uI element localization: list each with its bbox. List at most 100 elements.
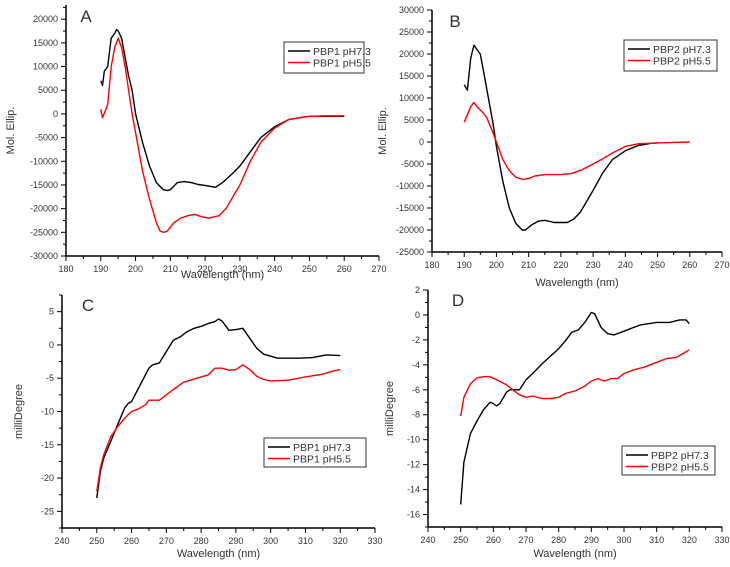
series-line-pbp1-ph5-5 xyxy=(100,37,345,233)
y-tick-label: 5 xyxy=(49,307,54,317)
panel-label: D xyxy=(452,291,464,310)
x-tick-label: 270 xyxy=(159,536,174,546)
x-axis-label: Wavelength (nm) xyxy=(535,277,618,289)
series-line-pbp2-ph5-5 xyxy=(463,101,690,181)
legend-box xyxy=(283,41,365,74)
y-tick-label: 25000 xyxy=(399,27,424,37)
x-tick-label: 180 xyxy=(424,260,439,270)
x-tick-label: 280 xyxy=(194,536,209,546)
x-tick-label: 250 xyxy=(302,264,317,274)
y-tick-label: 30000 xyxy=(399,5,424,15)
x-tick-label: 200 xyxy=(489,260,504,270)
x-tick-label: 240 xyxy=(618,260,633,270)
y-tick-label: 10000 xyxy=(399,93,424,103)
y-tick-label: 0 xyxy=(415,310,420,320)
series-line-pbp1-ph5-5 xyxy=(96,364,341,492)
x-tick-label: 240 xyxy=(267,264,282,274)
series-line-pbp1-ph7-3 xyxy=(100,28,345,192)
x-tick-label: 330 xyxy=(367,536,382,546)
y-tick-label: -5 xyxy=(46,373,54,383)
y-tick-label: -10 xyxy=(407,435,420,445)
y-tick-label: -4 xyxy=(412,360,420,370)
x-tick-label: 260 xyxy=(337,264,352,274)
y-tick-label: -25 xyxy=(41,506,54,516)
series-line-pbp2-ph5-5 xyxy=(460,349,690,417)
y-tick-label: -15000 xyxy=(30,180,58,190)
y-tick-label: -5000 xyxy=(35,133,58,143)
y-axis-label: milliDegree xyxy=(384,381,396,436)
panel-d: 240 250 260 270 280 290 300 310 320 330 -16 -14 -12 -… xyxy=(384,285,730,560)
legend-box xyxy=(623,39,718,72)
y-tick-label: -12 xyxy=(407,460,420,470)
x-tick-label: 270 xyxy=(518,535,533,545)
x-tick-label: 260 xyxy=(486,535,501,545)
legend-entry: PBP1 pH7.3 xyxy=(313,46,371,58)
y-tick-label: -16 xyxy=(407,510,420,520)
series-line-pbp1-ph7-3 xyxy=(96,318,341,499)
y-tick-label: 20000 xyxy=(399,49,424,59)
y-tick-label: 0 xyxy=(49,340,54,350)
legend-entry: PBP2 pH5.5 xyxy=(653,56,711,68)
x-axis-label: Wavelength (nm) xyxy=(533,548,616,560)
y-tick-label: -6 xyxy=(412,385,420,395)
legend-entry: PBP1 pH5.5 xyxy=(313,58,371,70)
y-tick-label: 15000 xyxy=(399,71,424,81)
y-tick-label: 15000 xyxy=(33,38,58,48)
y-tick-label: -20 xyxy=(41,473,54,483)
panel-c: 240 250 260 270 280 290 300 310 320 330 -25 -20 -15 -… xyxy=(13,294,383,560)
x-tick-label: 230 xyxy=(232,264,247,274)
x-tick-label: 270 xyxy=(371,264,386,274)
y-tick-label: -15000 xyxy=(396,203,424,213)
y-tick-label: -20000 xyxy=(30,204,58,214)
y-tick-label: 5000 xyxy=(38,85,58,95)
x-tick-label: 300 xyxy=(263,536,278,546)
x-tick-label: 190 xyxy=(457,260,472,270)
y-tick-label: 5000 xyxy=(404,115,424,125)
y-tick-label: -10 xyxy=(41,407,54,417)
y-tick-label: -14 xyxy=(407,485,420,495)
x-tick-label: 240 xyxy=(54,536,69,546)
x-tick-label: 230 xyxy=(586,260,601,270)
x-tick-label: 240 xyxy=(420,535,435,545)
legend-entry: PBP2 pH5.5 xyxy=(651,462,709,474)
y-axis-label: Mol. Ellip. xyxy=(5,107,17,155)
x-tick-label: 330 xyxy=(714,535,729,545)
x-tick-label: 290 xyxy=(228,536,243,546)
y-tick-label: -5000 xyxy=(401,159,424,169)
y-tick-label: -10000 xyxy=(30,156,58,166)
x-tick-label: 260 xyxy=(682,260,697,270)
x-tick-label: 300 xyxy=(616,535,631,545)
x-tick-label: 200 xyxy=(128,264,143,274)
y-tick-label: 10000 xyxy=(33,62,58,72)
y-tick-label: 20000 xyxy=(33,14,58,24)
x-tick-label: 320 xyxy=(682,535,697,545)
legend-entry: PBP2 pH7.3 xyxy=(653,44,711,56)
y-tick-label: 2 xyxy=(415,285,420,295)
legend-box xyxy=(263,437,367,468)
x-tick-label: 220 xyxy=(553,260,568,270)
panel-b: 180 190 200 210 220 230 240 250 260 270 -25000 -200… xyxy=(377,5,730,289)
x-tick-label: 250 xyxy=(89,536,104,546)
y-tick-label: -25000 xyxy=(396,247,424,257)
legend-entry: PBP1 pH5.5 xyxy=(293,454,351,466)
x-tick-label: 210 xyxy=(163,264,178,274)
y-axis-label: milliDegree xyxy=(13,384,25,439)
x-tick-label: 250 xyxy=(453,535,468,545)
y-tick-label: 0 xyxy=(419,137,424,147)
x-tick-label: 180 xyxy=(58,264,73,274)
legend-entry: PBP2 pH7.3 xyxy=(651,450,709,462)
x-axis-label: Wavelength (nm) xyxy=(177,548,260,560)
y-tick-label: 0 xyxy=(53,109,58,119)
y-tick-label: -30000 xyxy=(30,251,58,261)
y-tick-label: -15 xyxy=(41,440,54,450)
x-tick-label: 220 xyxy=(198,264,213,274)
x-tick-label: 250 xyxy=(650,260,665,270)
y-tick-label: -20000 xyxy=(396,225,424,235)
x-axis-label: Wavelength (nm) xyxy=(181,269,264,281)
x-tick-label: 320 xyxy=(333,536,348,546)
